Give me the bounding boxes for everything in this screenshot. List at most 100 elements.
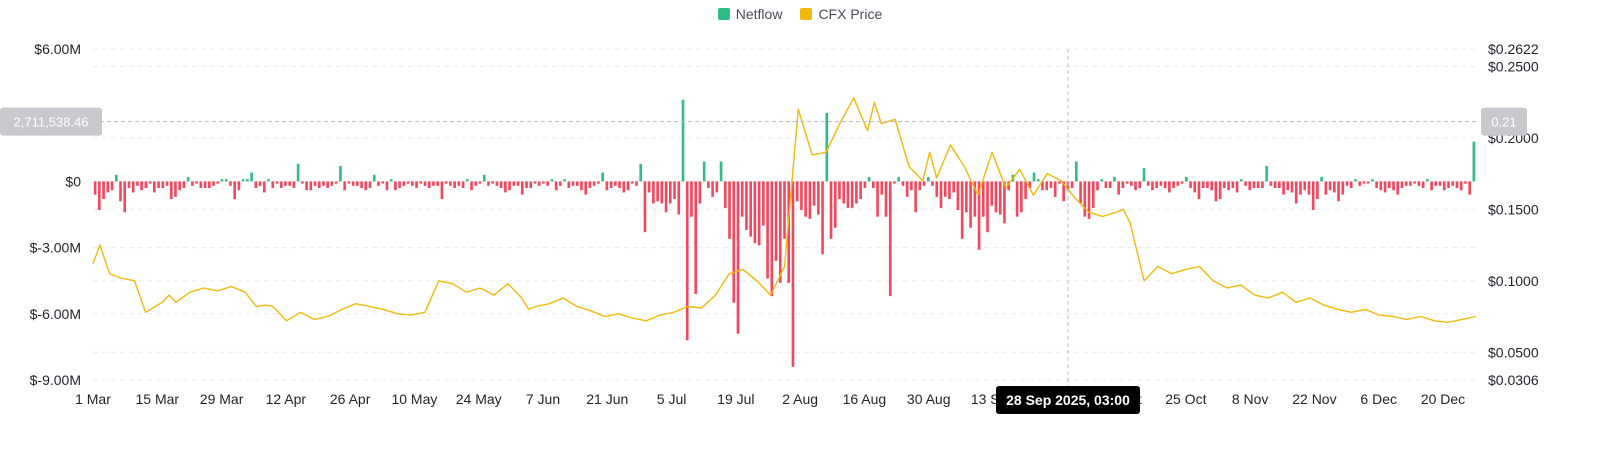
netflow-bar: [563, 179, 566, 182]
netflow-bar: [998, 181, 1002, 215]
netflow-bar: [1400, 181, 1404, 189]
netflow-bar: [973, 181, 977, 217]
netflow-bar: [1303, 181, 1307, 191]
netflow-bar: [833, 181, 837, 228]
netflow-bar: [444, 181, 448, 184]
netflow-bar: [301, 181, 304, 184]
right-tick-label: $0.0500: [1488, 344, 1539, 360]
netflow-bar: [935, 181, 939, 197]
netflow-bar: [804, 181, 807, 217]
x-tick-label: 12 Apr: [266, 391, 307, 407]
netflow-bar: [990, 181, 994, 206]
netflow-bar: [956, 181, 960, 211]
netflow-bar: [1256, 181, 1260, 189]
right-axis-ticks: $0.2622$0.2500$0.2000$0.1500$0.1000$0.05…: [1488, 41, 1539, 388]
netflow-bar: [339, 165, 342, 182]
netflow-bar: [1180, 181, 1184, 184]
netflow-bar: [677, 181, 681, 215]
netflow-bar: [106, 181, 110, 193]
x-tick-label: 19 Jul: [717, 391, 754, 407]
netflow-bar: [1113, 176, 1116, 182]
netflow-bar: [487, 181, 490, 186]
legend-price-label: CFX Price: [818, 6, 883, 22]
netflow-bar: [618, 181, 621, 189]
x-tick-label: 22 Nov: [1292, 391, 1336, 407]
netflow-bar: [1307, 181, 1311, 195]
netflow-bar: [419, 181, 423, 184]
netflow-bar: [1083, 181, 1087, 217]
netflow-bar: [922, 181, 926, 186]
netflow-bar: [284, 181, 287, 186]
netflow-bar: [178, 181, 182, 191]
netflow-bar: [656, 181, 659, 202]
netflow-bar: [169, 181, 173, 200]
netflow-bar: [482, 174, 486, 182]
crosshair-right-badge: [1481, 107, 1527, 136]
legend-item-netflow[interactable]: Netflow: [717, 6, 782, 22]
netflow-bar: [1070, 181, 1074, 189]
netflow-bar: [605, 181, 609, 191]
netflow-bar: [846, 181, 850, 208]
x-tick-label: 20 Dec: [1421, 391, 1465, 407]
netflow-bar: [1223, 181, 1226, 189]
netflow-bar: [212, 181, 215, 186]
netflow-bar: [652, 181, 655, 204]
netflow-bar: [838, 181, 841, 200]
netflow-bar: [1201, 181, 1205, 189]
netflow-bar: [406, 181, 410, 184]
netflow-bar: [800, 181, 803, 211]
netflow-bar: [1362, 181, 1366, 184]
netflow-bar: [1134, 181, 1137, 191]
netflow-bar: [559, 181, 562, 186]
netflow-bar: [1316, 181, 1319, 200]
netflow-bar: [778, 181, 782, 283]
netflow-bar: [943, 181, 947, 197]
netflow-bar: [98, 181, 101, 211]
netflow-bar: [1248, 181, 1252, 191]
netflow-bar: [694, 181, 697, 294]
x-tick-label: 1 Mar: [75, 391, 111, 407]
netflow-bar: [326, 181, 330, 189]
netflow-bar: [233, 181, 236, 200]
netflow-bar: [1121, 181, 1125, 189]
netflow-bar: [385, 181, 389, 191]
netflow-bar: [1197, 181, 1201, 200]
netflow-bar: [592, 181, 596, 186]
netflow-bar: [626, 181, 630, 191]
netflow-bar: [110, 181, 114, 191]
netflow-bar: [1024, 181, 1027, 200]
netflow-bar: [1007, 181, 1010, 191]
netflow-bar: [1413, 181, 1416, 184]
netflow-bar: [360, 181, 363, 189]
netflow-bar: [305, 181, 308, 191]
netflow-bar: [863, 181, 867, 189]
netflow-bar: [795, 181, 799, 202]
price-swatch: [800, 8, 813, 20]
netflow-bar: [681, 99, 685, 182]
netflow-bar: [1235, 181, 1239, 193]
netflow-bar: [1079, 181, 1082, 204]
x-tick-label: 29 Mar: [200, 391, 244, 407]
netflow-bar: [1392, 181, 1395, 191]
x-tick-label: 10 May: [391, 391, 437, 407]
netflow-bar: [1117, 181, 1120, 195]
netflow-bar: [1438, 181, 1442, 186]
right-tick-label: $0.1500: [1488, 201, 1539, 217]
netflow-bar: [207, 181, 211, 189]
x-tick-label: 5 Jul: [657, 391, 687, 407]
netflow-bar: [246, 179, 249, 182]
netflow-bar: [554, 181, 558, 191]
netflow-bar: [1104, 181, 1108, 189]
netflow-bar: [630, 181, 634, 184]
netflow-bar: [664, 181, 668, 213]
netflow-bar: [1244, 181, 1247, 186]
netflow-bar: [317, 181, 321, 189]
x-tick-label: 8 Nov: [1232, 391, 1269, 407]
netflow-bar: [470, 181, 473, 191]
netflow-bar: [525, 181, 528, 189]
netflow-bar: [622, 181, 626, 193]
netflow-bar: [267, 179, 270, 182]
netflow-bar: [660, 181, 664, 204]
legend-item-price[interactable]: CFX Price: [800, 6, 882, 22]
